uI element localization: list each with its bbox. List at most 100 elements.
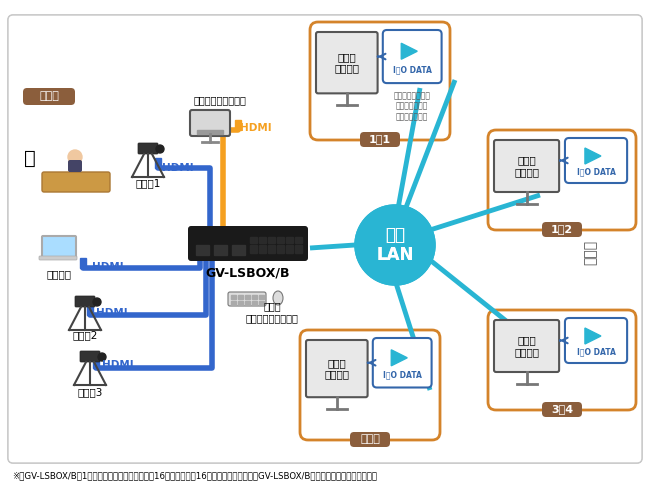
Bar xyxy=(295,245,302,253)
FancyBboxPatch shape xyxy=(494,320,559,372)
Text: ソニー
ブラビア: ソニー ブラビア xyxy=(334,52,359,73)
FancyBboxPatch shape xyxy=(8,15,642,463)
FancyBboxPatch shape xyxy=(228,292,266,306)
FancyBboxPatch shape xyxy=(350,432,390,447)
Text: HDMI: HDMI xyxy=(92,262,124,272)
Text: I・O DATA: I・O DATA xyxy=(577,167,616,176)
Bar xyxy=(155,158,161,168)
Text: カメラ3: カメラ3 xyxy=(77,387,103,397)
FancyBboxPatch shape xyxy=(42,172,110,192)
Text: 3－4: 3－4 xyxy=(551,404,573,414)
Bar xyxy=(277,245,284,253)
Text: ソニー
ブラビア: ソニー ブラビア xyxy=(324,358,349,380)
Text: 1－1: 1－1 xyxy=(369,134,391,144)
FancyBboxPatch shape xyxy=(80,351,100,362)
FancyBboxPatch shape xyxy=(316,32,378,93)
FancyBboxPatch shape xyxy=(542,402,582,417)
Text: ※「GV-LSBOX/B」1台に付き法人向けブラビアは16台接続可能。16台以上接続の場合は「GV-LSBOX/B」は複数台運用となります。: ※「GV-LSBOX/B」1台に付き法人向けブラビアは16台接続可能。16台以上… xyxy=(12,471,377,481)
Text: 校長室: 校長室 xyxy=(39,91,59,101)
Text: 操作用
キーボード・マウス: 操作用 キーボード・マウス xyxy=(246,301,298,323)
Bar xyxy=(250,245,257,253)
FancyBboxPatch shape xyxy=(565,318,627,363)
Text: 🌿: 🌿 xyxy=(24,149,36,168)
Text: I・O DATA: I・O DATA xyxy=(577,347,616,356)
Text: 校内
LAN: 校内 LAN xyxy=(376,226,413,264)
Polygon shape xyxy=(401,43,417,59)
Text: パソコン: パソコン xyxy=(47,269,72,279)
Ellipse shape xyxy=(273,291,283,305)
Circle shape xyxy=(156,145,164,153)
Bar xyxy=(235,120,241,130)
FancyBboxPatch shape xyxy=(310,22,450,140)
FancyBboxPatch shape xyxy=(488,130,636,230)
Bar xyxy=(231,295,236,299)
Bar xyxy=(238,301,243,305)
FancyBboxPatch shape xyxy=(383,30,441,83)
Text: ソニー
ブラビア: ソニー ブラビア xyxy=(514,335,539,357)
Text: I・O DATA: I・O DATA xyxy=(383,371,422,380)
Bar xyxy=(196,245,209,255)
Bar xyxy=(214,245,227,255)
Text: カメラ2: カメラ2 xyxy=(72,330,98,340)
Bar xyxy=(268,245,275,253)
FancyBboxPatch shape xyxy=(488,310,636,410)
Circle shape xyxy=(98,353,106,361)
Bar xyxy=(259,245,266,253)
FancyBboxPatch shape xyxy=(373,338,432,387)
FancyBboxPatch shape xyxy=(42,236,76,258)
FancyBboxPatch shape xyxy=(39,256,77,260)
Text: 職員室: 職員室 xyxy=(360,434,380,444)
FancyBboxPatch shape xyxy=(306,340,368,397)
FancyBboxPatch shape xyxy=(68,160,82,172)
FancyBboxPatch shape xyxy=(360,132,400,147)
Text: HDMI: HDMI xyxy=(102,360,134,370)
Text: ソニー
ブラビア: ソニー ブラビア xyxy=(514,155,539,177)
Bar xyxy=(268,237,275,243)
FancyBboxPatch shape xyxy=(138,143,158,154)
Bar xyxy=(87,305,93,315)
FancyBboxPatch shape xyxy=(75,296,95,307)
Bar xyxy=(259,295,264,299)
Text: HDMI: HDMI xyxy=(240,123,272,133)
FancyBboxPatch shape xyxy=(188,226,308,261)
Bar xyxy=(252,301,257,305)
Bar xyxy=(80,258,86,268)
Text: HDMI: HDMI xyxy=(162,163,194,173)
FancyBboxPatch shape xyxy=(542,222,582,237)
FancyBboxPatch shape xyxy=(8,15,642,463)
Text: HDMI: HDMI xyxy=(96,308,127,318)
Bar xyxy=(286,245,293,253)
FancyBboxPatch shape xyxy=(300,330,440,440)
Bar xyxy=(232,245,245,255)
Text: 配信確認用モニター: 配信確認用モニター xyxy=(194,95,246,105)
Bar xyxy=(259,237,266,243)
FancyBboxPatch shape xyxy=(23,88,75,105)
Text: GV-LSBOX/B: GV-LSBOX/B xyxy=(206,266,291,279)
Bar xyxy=(238,295,243,299)
Text: ・・・: ・・・ xyxy=(583,240,597,264)
Bar xyxy=(93,358,99,368)
Bar xyxy=(252,295,257,299)
Text: ネットワーク配信
映像表ホアプリ
らくらくライブ: ネットワーク配信 映像表ホアプリ らくらくライブ xyxy=(394,91,431,121)
Text: I・O DATA: I・O DATA xyxy=(393,65,432,74)
FancyBboxPatch shape xyxy=(190,110,230,136)
FancyBboxPatch shape xyxy=(565,138,627,183)
Circle shape xyxy=(355,205,435,285)
Text: カメラ1: カメラ1 xyxy=(135,178,161,188)
Polygon shape xyxy=(585,328,601,344)
Circle shape xyxy=(68,150,82,164)
Bar xyxy=(295,237,302,243)
Bar xyxy=(231,301,236,305)
Circle shape xyxy=(355,205,435,285)
Text: 1－2: 1－2 xyxy=(551,224,573,234)
Circle shape xyxy=(93,298,101,306)
Polygon shape xyxy=(391,350,408,366)
Bar xyxy=(277,237,284,243)
Bar xyxy=(197,130,223,134)
Bar xyxy=(259,301,264,305)
Polygon shape xyxy=(585,148,601,164)
Text: 校内
LAN: 校内 LAN xyxy=(376,226,413,264)
Bar xyxy=(245,295,250,299)
Bar xyxy=(250,237,257,243)
FancyBboxPatch shape xyxy=(494,140,559,192)
